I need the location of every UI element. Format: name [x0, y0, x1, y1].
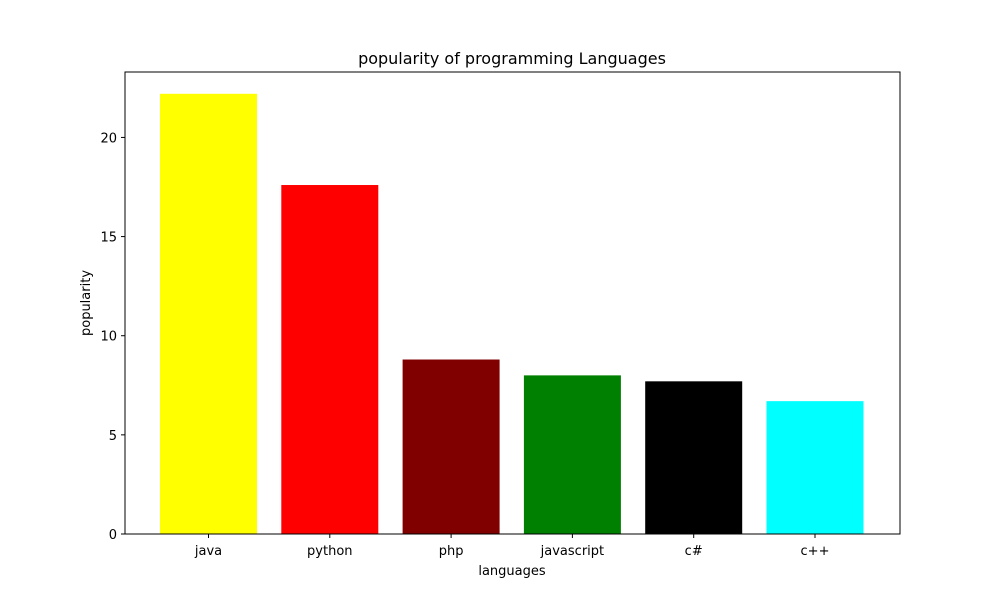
x-tick-label: javascript	[540, 544, 604, 559]
y-axis-label: popularity	[79, 270, 94, 336]
x-tick-label: java	[194, 544, 222, 559]
y-tick-label: 10	[100, 330, 117, 345]
bar-c-	[766, 401, 864, 534]
y-tick-label: 20	[100, 131, 117, 146]
bar-php	[402, 359, 500, 534]
bar-c-	[645, 381, 743, 534]
x-tick-label: php	[439, 544, 464, 559]
chart-title: popularity of programming Languages	[358, 49, 666, 68]
plot-area: java python php javascript c# c++ 0 5 10 15 20	[100, 93, 864, 559]
bar-javascript	[523, 375, 621, 534]
plot-frame	[124, 71, 901, 535]
x-axis-label: languages	[478, 564, 546, 579]
x-tick-label: c#	[685, 544, 703, 559]
y-tick-label: 15	[100, 231, 117, 246]
y-tick-label: 0	[109, 528, 117, 543]
y-tick-label: 5	[109, 429, 117, 444]
bar-python	[281, 185, 379, 534]
bar-java	[160, 93, 257, 534]
x-tick-label: python	[307, 544, 352, 559]
x-tick-label: c++	[801, 544, 830, 559]
